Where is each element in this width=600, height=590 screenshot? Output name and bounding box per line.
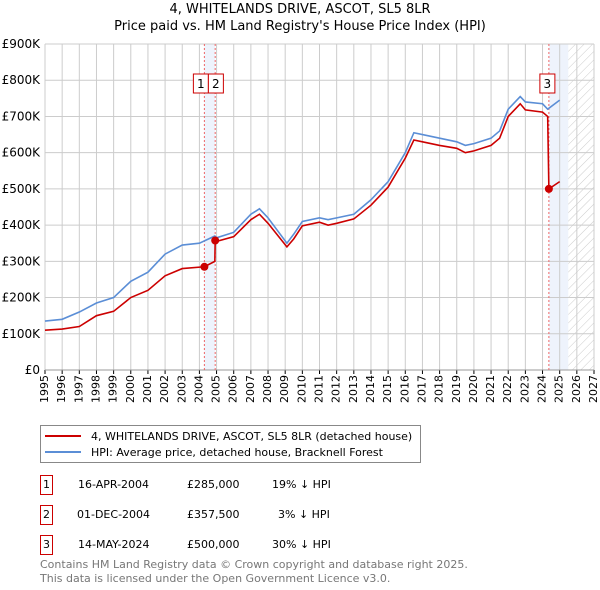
x-tick-label: 2006 (227, 375, 240, 403)
x-tick-label: 1997 (72, 375, 85, 403)
x-tick-label: 2002 (158, 375, 171, 403)
x-tick-label: 2016 (398, 375, 411, 403)
x-tick-label: 2013 (347, 375, 360, 403)
sale-label: 1 (197, 77, 205, 91)
y-tick-label: £200K (2, 291, 42, 305)
chart-subtitle: Price paid vs. HM Land Registry's House … (114, 19, 486, 34)
sale-point (200, 262, 209, 271)
x-tick-label: 2019 (450, 375, 463, 403)
x-tick-label: 2015 (381, 375, 394, 403)
x-tick-label: 1999 (107, 375, 120, 403)
y-tick-label: £600K (2, 146, 42, 160)
transaction-diff: 3% ↓ HPI (278, 508, 330, 521)
x-tick-label: 2008 (261, 375, 274, 403)
chart-title: 4, WHITELANDS DRIVE, ASCOT, SL5 8LR (169, 2, 431, 17)
sale-label-box (207, 73, 224, 94)
x-tick-label: 2004 (192, 375, 205, 403)
x-tick-label: 2027 (587, 375, 600, 403)
x-tick-label: 2017 (415, 375, 428, 403)
transaction-diff: 30% ↓ HPI (272, 538, 331, 551)
x-tick-label: 2021 (484, 375, 497, 403)
legend-swatch-red (45, 435, 81, 437)
x-tick-label: 2010 (295, 375, 308, 403)
x-tick-label: 2000 (124, 375, 137, 403)
property-price-line (44, 102, 561, 331)
x-tick-label: 2018 (433, 375, 446, 403)
transaction-number: 2 (40, 505, 53, 525)
transaction-price: £357,500 (187, 508, 240, 521)
x-tick-label: 2003 (175, 375, 188, 403)
legend-item-property: 4, WHITELANDS DRIVE, ASCOT, SL5 8LR (det… (45, 428, 412, 444)
sale-label: 3 (544, 77, 552, 91)
x-tick-label: 2007 (244, 375, 257, 403)
x-tick-label: 2012 (330, 375, 343, 403)
transaction-diff: 19% ↓ HPI (272, 478, 331, 491)
x-tick-label: 2001 (141, 375, 154, 403)
x-tick-label: 2005 (210, 375, 223, 403)
y-tick-label: £100K (2, 327, 42, 341)
y-tick-label: £900K (2, 37, 42, 51)
y-tick-label: £0 (25, 363, 40, 377)
legend: 4, WHITELANDS DRIVE, ASCOT, SL5 8LR (det… (40, 425, 422, 463)
y-tick-label: £300K (2, 254, 42, 268)
legend-label: HPI: Average price, detached house, Brac… (91, 445, 383, 459)
x-tick-label: 2025 (553, 375, 566, 403)
legend-item-hpi: HPI: Average price, detached house, Brac… (45, 444, 412, 460)
footer-licence: This data is licensed under the Open Gov… (40, 572, 391, 585)
transaction-price: £500,000 (187, 538, 240, 551)
y-tick-label: £800K (2, 73, 42, 87)
x-tick-label: 2014 (364, 375, 377, 403)
x-tick-label: 2009 (278, 375, 291, 403)
footer: Contains HM Land Registry data © Crown c… (40, 558, 468, 586)
transaction-price: £285,000 (187, 478, 240, 491)
x-tick-label: 2026 (570, 375, 583, 403)
price-chart: 1995 1996 1997 1998 1999 2000 2001 2002 2003 2004… (2, 37, 600, 403)
y-tick-label: £400K (2, 218, 42, 232)
x-tick-label: 1996 (55, 375, 68, 403)
x-tick-label: 2022 (501, 375, 514, 403)
footer-copyright: Contains HM Land Registry data © Crown c… (40, 558, 468, 571)
forecast-hatch (568, 44, 594, 370)
transaction-date: 01-DEC-2004 (77, 508, 151, 521)
x-tick-label: 1998 (89, 375, 102, 403)
x-tick-label: 2020 (467, 375, 480, 403)
sale-band (548, 44, 569, 370)
x-tick-label: 2023 (518, 375, 531, 403)
sale-label-box (539, 73, 556, 94)
transaction-number: 1 (40, 475, 53, 495)
sale-point (211, 236, 220, 245)
sale-label: 2 (212, 77, 220, 91)
y-tick-label: £500K (2, 182, 42, 196)
x-tick-label: 2024 (536, 375, 549, 403)
y-tick-label: £700K (2, 109, 42, 123)
transaction-date: 14-MAY-2024 (78, 538, 150, 551)
transaction-number: 3 (40, 535, 53, 555)
x-tick-label: 2011 (313, 375, 326, 403)
legend-label: 4, WHITELANDS DRIVE, ASCOT, SL5 8LR (det… (91, 429, 413, 443)
hpi-line (44, 95, 561, 322)
transaction-date: 16-APR-2004 (78, 478, 150, 491)
sale-point (544, 184, 553, 193)
x-tick-label: 1995 (38, 375, 51, 403)
sale-band (204, 44, 216, 370)
legend-swatch-blue (45, 451, 81, 453)
